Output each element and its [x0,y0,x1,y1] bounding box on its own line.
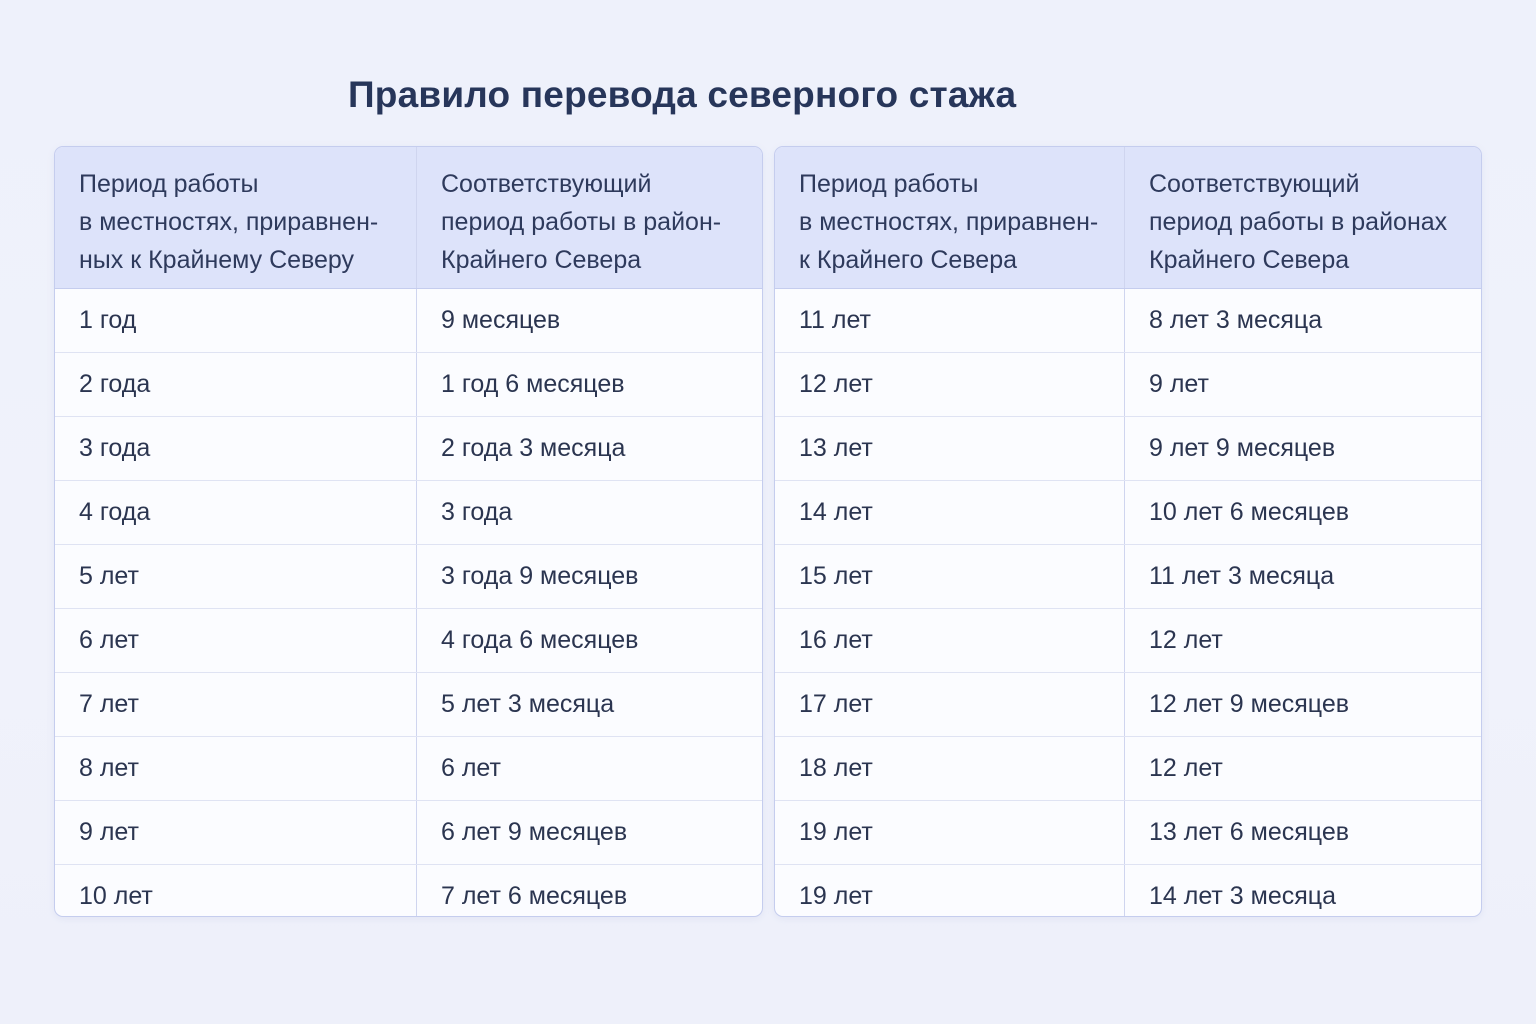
period-cell: 14 лет [775,481,1125,544]
table-row: 5 лет 3 года 9 месяцев [55,545,762,609]
table-row: 16 лет 12 лет [775,609,1481,673]
header-line: в местностях, приравнен- [799,208,1099,236]
period-cell: 16 лет [775,609,1125,672]
table-header: Период работы в местностях, приравнен- н… [55,147,762,289]
table-row: 18 лет 12 лет [775,737,1481,801]
table-row: 2 года 1 год 6 месяцев [55,353,762,417]
table-row: 7 лет 5 лет 3 месяца [55,673,762,737]
equivalent-cell: 13 лет 6 месяцев [1149,818,1350,846]
equivalent-cell: 9 лет [1149,370,1209,398]
period-cell: 3 года [55,417,417,480]
period-cell: 9 лет [55,801,417,864]
table-row: 12 лет 9 лет [775,353,1481,417]
equivalent-cell: 2 года 3 месяца [441,434,626,462]
table-row: 15 лет 11 лет 3 месяца [775,545,1481,609]
equivalent-cell: 5 лет 3 месяца [441,690,615,718]
table-row: 6 лет 4 года 6 месяцев [55,609,762,673]
table-row: 11 лет 8 лет 3 месяца [775,289,1481,353]
period-cell: 10 лет [55,865,417,916]
table-row: 14 лет 10 лет 6 месяцев [775,481,1481,545]
header-line: ных к Крайнему Северу [79,246,355,274]
table-row: 19 лет 14 лет 3 месяца [775,865,1481,916]
table-row: 4 года 3 года [55,481,762,545]
period-cell: 12 лет [775,353,1125,416]
period-cell: 5 лет [55,545,417,608]
header-line: период работы в районах [1149,208,1448,236]
header-line: период работы в район- [441,208,722,236]
period-cell: 4 года [55,481,417,544]
equivalent-cell: 7 лет 6 месяцев [441,882,628,910]
equivalent-cell: 6 лет 9 месяцев [441,818,628,846]
period-cell: 19 лет [775,865,1125,916]
header-line: Крайнего Севера [441,246,642,274]
header-cell-period: Период работы в местностях, приравнен- н… [55,147,417,288]
equivalent-cell: 9 месяцев [441,306,561,334]
equivalent-cell: 12 лет 9 месяцев [1149,690,1350,718]
header-line: в местностях, приравнен- [79,208,379,236]
equivalent-cell: 3 года 9 месяцев [441,562,639,590]
table-row: 17 лет 12 лет 9 месяцев [775,673,1481,737]
table-row: 19 лет 13 лет 6 месяцев [775,801,1481,865]
equivalent-cell: 12 лет [1149,754,1223,782]
header-line: к Крайнего Севера [799,246,1018,274]
equivalent-cell: 3 года [441,498,513,526]
table-row: 9 лет 6 лет 9 месяцев [55,801,762,865]
left-table: Период работы в местностях, приравнен- н… [54,146,763,917]
period-cell: 8 лет [55,737,417,800]
table-row: 3 года 2 года 3 месяца [55,417,762,481]
equivalent-cell: 1 год 6 месяцев [441,370,625,398]
period-cell: 19 лет [775,801,1125,864]
table-row: 8 лет 6 лет [55,737,762,801]
table-row: 13 лет 9 лет 9 месяцев [775,417,1481,481]
period-cell: 17 лет [775,673,1125,736]
header-cell-equivalent: Соответствующий период работы в районах … [1125,147,1481,288]
equivalent-cell: 4 года 6 месяцев [441,626,639,654]
equivalent-cell: 10 лет 6 месяцев [1149,498,1350,526]
header-line: Соответствующий [1149,170,1360,198]
equivalent-cell: 11 лет 3 месяца [1149,562,1335,590]
header-line: Крайнего Севера [1149,246,1350,274]
header-line: Соответствующий [441,170,652,198]
equivalent-cell: 12 лет [1149,626,1223,654]
period-cell: 11 лет [775,289,1125,352]
equivalent-cell: 8 лет 3 месяца [1149,306,1323,334]
period-cell: 7 лет [55,673,417,736]
table-row: 10 лет 7 лет 6 месяцев [55,865,762,916]
header-cell-equivalent: Соответствующий период работы в район- К… [417,147,762,288]
table-header: Период работы в местностях, приравнен- к… [775,147,1481,289]
right-table: Период работы в местностях, приравнен- к… [774,146,1482,917]
table-row: 1 год 9 месяцев [55,289,762,353]
period-cell: 6 лет [55,609,417,672]
equivalent-cell: 14 лет 3 месяца [1149,882,1337,910]
equivalent-cell: 6 лет [441,754,501,782]
header-line: Период работы [79,170,259,198]
period-cell: 1 год [55,289,417,352]
period-cell: 2 года [55,353,417,416]
equivalent-cell: 9 лет 9 месяцев [1149,434,1336,462]
header-line: Период работы [799,170,979,198]
page-title: Правило перевода северного стажа [348,74,1017,115]
period-cell: 13 лет [775,417,1125,480]
period-cell: 15 лет [775,545,1125,608]
header-cell-period: Период работы в местностях, приравнен- к… [775,147,1125,288]
period-cell: 18 лет [775,737,1125,800]
